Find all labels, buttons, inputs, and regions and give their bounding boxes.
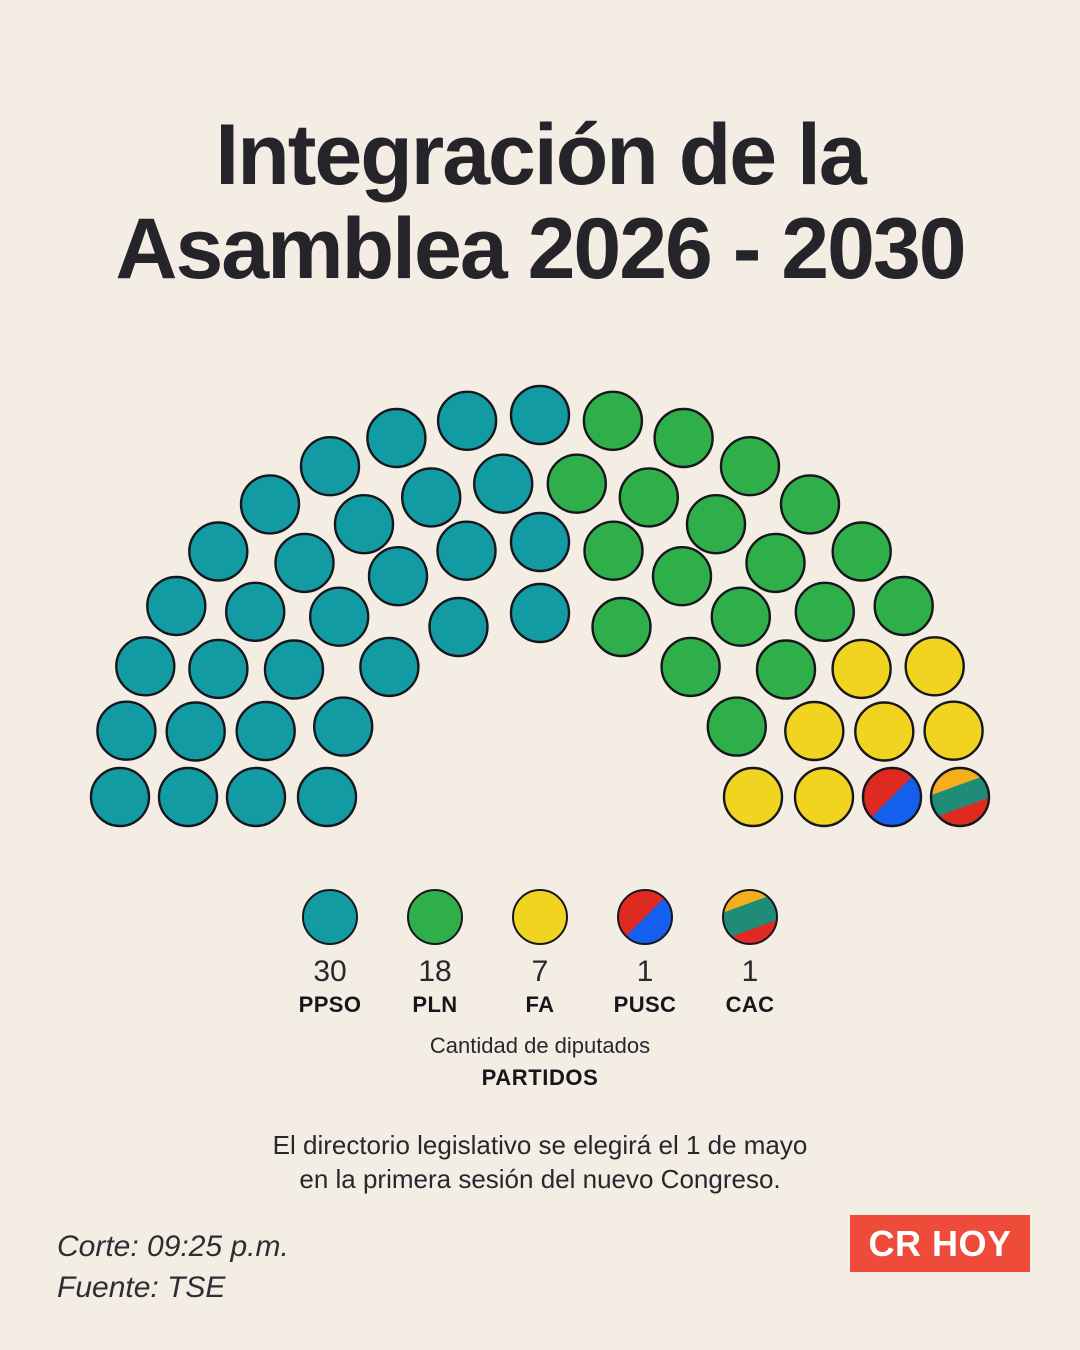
seat-ppso [188,638,249,700]
legend-item-cac: 1 CAC [705,889,795,1018]
legend-caption-count-label: Cantidad de diputados [429,1033,651,1058]
seat-fa [854,701,915,762]
seat-ppso [165,701,226,762]
seat-ppso [428,596,489,658]
seat-pln [719,436,781,497]
seat-ppso [296,766,358,828]
legend-party-code: PUSC [613,992,677,1017]
legend-party-code: PPSO [298,992,362,1017]
seat-ppso [436,390,498,451]
seat-pln [653,407,714,469]
source-label: Fuente: TSE [57,1271,226,1304]
seat-fa [831,638,892,700]
seat-ppso [366,407,427,469]
seat-ppso [224,581,286,642]
seat-ppso [401,467,462,528]
legend-swatch-pusc [617,889,673,945]
seat-pln [618,467,679,528]
seat-fa [923,700,984,761]
seat-ppso [115,636,176,697]
seat-pln [831,521,892,582]
legend-party-code: PLN [412,992,458,1017]
seat-pln [583,520,644,581]
legend-seat-count: 1 [636,955,654,988]
seat-pln [755,639,817,700]
seat-pln [591,596,652,658]
seat-pusc [861,766,923,828]
seat-pln [710,586,771,647]
legend-item-pusc: 1 PUSC [600,889,690,1018]
seat-ppso [96,700,157,761]
legend-seat-count: 18 [418,955,452,988]
seat-ppso [359,636,420,698]
seat-ppso [509,384,571,446]
legend-item-fa: 7 FA [495,889,585,1018]
legend-swatch-cac [722,889,778,945]
seat-ppso [309,586,370,647]
seat-ppso [313,696,374,757]
crhoy-logo: CR HOY [850,1215,1030,1272]
seat-ppso [89,766,151,828]
legend-item-pln: 18 PLN [390,889,480,1018]
page-title-line2: Asamblea 2026 - 2030 [115,201,966,297]
legend-swatch-fa [512,889,568,945]
seat-ppso [239,474,301,535]
seat-ppso [509,582,571,644]
seat-pln [685,494,747,555]
legend-swatch-pln [407,889,463,945]
footnote-line2: en la primera sesión del nuevo Congreso. [299,1164,781,1194]
cutoff-time-label: Corte: 09:25 p.m. [57,1230,289,1263]
seat-ppso [299,436,361,497]
footnote: El directorio legislativo se elegirá el … [0,1128,1080,1196]
legend-caption: Cantidad de diputados PARTIDOS [0,1033,1080,1091]
seat-pln [546,453,607,514]
footnote-line1: El directorio legislativo se elegirá el … [272,1130,808,1160]
seat-ppso [146,575,207,637]
party-legend: 30 PPSO 18 PLN 7 FA 1 PUSC 1 CAC [0,889,1080,1018]
seat-ppso [333,494,395,555]
seat-cac [929,766,991,828]
seat-fa [793,766,855,828]
seat-ppso [157,766,219,828]
seat-pln [745,532,806,594]
page-title: Integración de la Asamblea 2026 - 2030 [0,108,1080,296]
seat-ppso [473,453,534,514]
seat-ppso [188,521,249,582]
source-block: Corte: 09:25 p.m. Fuente: TSE [57,1226,289,1308]
page-title-line1: Integración de la [215,107,866,203]
seat-ppso [274,532,335,594]
seat-ppso [225,766,287,828]
seat-fa [784,700,845,762]
seat-ppso [436,520,497,581]
seat-pln [582,390,644,451]
legend-party-code: FA [525,992,555,1017]
seat-pln [794,581,855,642]
legend-item-ppso: 30 PPSO [285,889,375,1018]
seat-pln [706,696,767,757]
legend-swatch-ppso [302,889,358,945]
legend-seat-count: 7 [531,955,549,988]
seat-ppso [235,700,296,762]
seat-ppso [367,546,429,607]
seat-fa [904,636,965,697]
legend-caption-parties-label: PARTIDOS [481,1065,599,1090]
legend-seat-count: 30 [313,955,347,988]
legend-party-code: CAC [725,992,775,1017]
seat-fa [722,766,784,828]
legend-seat-count: 1 [741,955,759,988]
seat-pln [660,636,721,698]
seat-pln [779,474,841,535]
seat-pln [873,575,934,637]
seat-ppso [509,511,571,573]
seat-pln [651,546,713,607]
seat-ppso [263,639,325,700]
